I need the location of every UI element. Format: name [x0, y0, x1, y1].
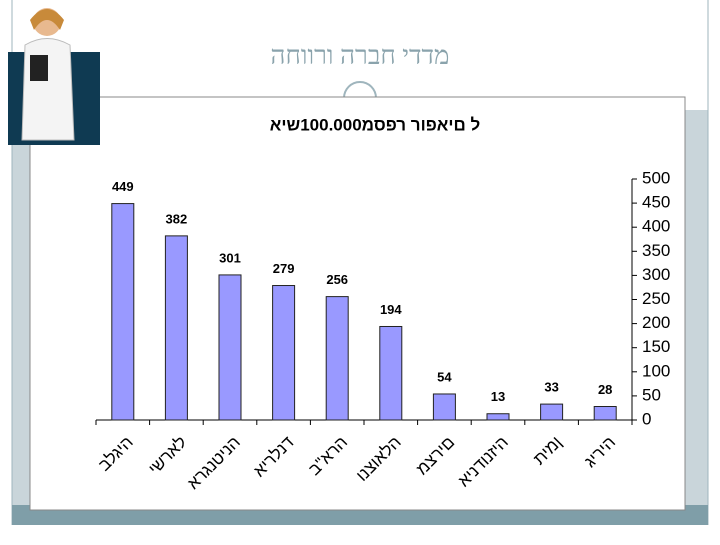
data-label: 382	[166, 211, 188, 226]
bar	[379, 325, 403, 421]
data-label: 449	[112, 179, 134, 194]
data-label: 279	[273, 261, 295, 276]
y-tick-label: 300	[642, 265, 670, 284]
bar	[218, 274, 242, 421]
bar	[486, 413, 510, 421]
y-tick-label: 250	[642, 289, 670, 308]
y-tick-label: 450	[642, 193, 670, 212]
chart-title: ל םיאפור רפסמ100.000שיא	[270, 115, 480, 134]
data-label: 54	[437, 369, 452, 384]
coat	[21, 38, 75, 141]
bar	[325, 296, 349, 421]
doctor-image	[8, 8, 100, 145]
data-label: 301	[219, 250, 241, 265]
data-label: 33	[544, 380, 558, 395]
bar	[593, 406, 617, 421]
data-label: 194	[380, 302, 402, 317]
data-label: 13	[491, 389, 505, 404]
data-label: 28	[598, 382, 612, 397]
bar	[432, 393, 456, 421]
y-tick-label: 100	[642, 361, 670, 380]
bar	[164, 235, 188, 421]
bar	[111, 203, 135, 421]
bar	[540, 403, 564, 421]
bar	[272, 285, 296, 421]
clipboard	[30, 55, 48, 81]
y-tick-label: 50	[642, 385, 661, 404]
y-tick-label: 500	[642, 168, 670, 187]
y-tick-label: 0	[642, 409, 651, 428]
hair	[30, 9, 64, 30]
y-tick-label: 400	[642, 217, 670, 236]
chart-box	[29, 96, 686, 511]
y-tick-label: 150	[642, 337, 670, 356]
slide-title: מדדי חברה ורווחה	[271, 41, 450, 70]
data-label: 256	[326, 272, 348, 287]
y-tick-label: 350	[642, 241, 670, 260]
y-tick-label: 200	[642, 313, 670, 332]
